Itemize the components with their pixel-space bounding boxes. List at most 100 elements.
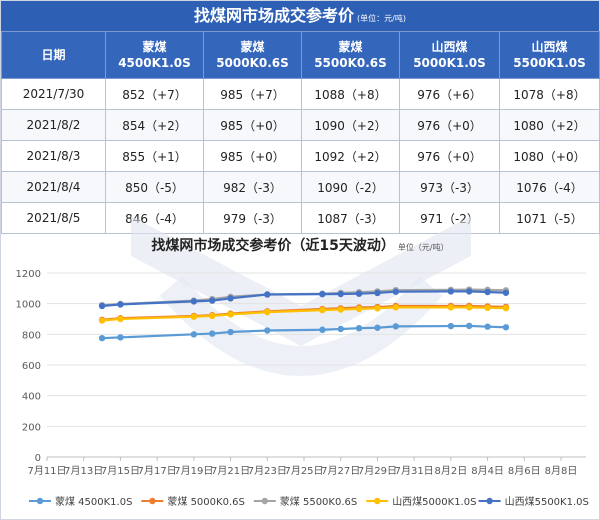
table-cell: 1078（+8） — [499, 78, 600, 110]
data-point — [227, 295, 234, 302]
chart-title: 找煤网市场成交参考价（近15天波动） — [151, 238, 395, 254]
table-row: 2021/8/5 846（-4） 979（-3） 1087（-3） 971（-2） 107… — [1, 202, 600, 234]
data-point — [502, 289, 510, 296]
data-point — [98, 302, 106, 310]
table-row: 2021/7/30 852（+7） 985（+7） 1088（+8） 976（+6） 10… — [1, 78, 600, 110]
data-point — [355, 290, 363, 297]
table-cell: 1087（-3） — [301, 202, 400, 234]
data-point — [392, 323, 399, 330]
table-cell: 850（-5） — [105, 171, 204, 203]
data-point — [502, 304, 510, 312]
x-tick-label: 8月2日 — [434, 465, 467, 477]
x-tick-label: 8月8日 — [545, 465, 578, 477]
table-cell: 2021/8/2 — [1, 109, 106, 141]
x-tick-label: 7月27日 — [321, 465, 360, 477]
data-point — [484, 304, 491, 312]
legend-swatch-marker — [149, 497, 156, 505]
data-point — [447, 304, 455, 311]
data-point — [466, 288, 473, 295]
chart-unit: 单位（元/吨） — [397, 243, 449, 252]
legend-swatch-marker — [261, 497, 268, 505]
data-point — [374, 289, 381, 297]
table-cell: 976（+6） — [399, 78, 500, 110]
data-point — [190, 313, 198, 320]
y-tick-label: 600 — [22, 361, 41, 372]
data-point — [227, 328, 234, 336]
data-point — [209, 312, 216, 320]
data-point — [466, 322, 473, 330]
price-table: 日期 蒙煤 4500K1.0S 蒙煤 5000K0.6S 蒙煤 5500K0.6S 山西煤 50… — [1, 31, 600, 234]
legend-label: 蒙煤 5500K0.6S — [280, 495, 357, 508]
table-title: 找煤网市场成交参考价 — [194, 6, 355, 25]
data-point — [98, 334, 106, 342]
x-tick-label: 7月29日 — [358, 465, 397, 477]
table-cell: 852（+7） — [105, 78, 204, 110]
data-point — [319, 290, 326, 298]
data-point — [355, 305, 363, 313]
legend-label: 蒙煤 5000K0.6S — [167, 495, 244, 508]
data-point — [392, 304, 399, 311]
x-tick-label: 7月11日 — [27, 465, 66, 477]
data-point — [319, 326, 326, 333]
x-tick-label: 8月4日 — [471, 465, 504, 477]
data-point — [190, 331, 198, 338]
x-tick-label: 7月17日 — [138, 465, 177, 477]
table-title-bar: 找煤网市场成交参考价 (单位：元/吨) — [1, 1, 599, 31]
data-point — [355, 325, 363, 332]
table-cell: 985（+0） — [203, 140, 302, 172]
table-cell: 973（-3） — [399, 171, 500, 203]
x-tick-label: 7月13日 — [64, 465, 103, 477]
data-point — [264, 308, 271, 316]
data-point — [374, 305, 381, 312]
table-cell: 2021/8/5 — [1, 202, 106, 234]
data-point — [447, 322, 455, 330]
data-point — [374, 324, 381, 331]
legend-swatch-marker — [36, 497, 44, 505]
data-point — [209, 330, 216, 337]
legend-swatch-marker — [374, 497, 381, 505]
table-row: 2021/8/4 850（-5） 982（-3） 1090（-2） 973（-3） 107… — [1, 171, 600, 203]
table-cell: 1090（-2） — [301, 171, 400, 203]
table-row: 2021/8/3 855（+1） 985（+0） 1092（+2） 976（+0） 108… — [1, 140, 600, 172]
legend-label: 山西煤5500K1.0S — [505, 495, 589, 508]
line-chart: 0 200 400 600 800 1000 1200 7月11日7月13日7月15日7月17… — [16, 269, 589, 508]
table-cell: 985（+7） — [203, 78, 302, 110]
y-tick-label: 200 — [22, 422, 41, 433]
data-point — [190, 298, 198, 305]
table-cell: 1080（+0） — [499, 140, 600, 172]
legend-label: 山西煤5000K1.0S — [392, 495, 476, 508]
column-header: 山西煤 5500K1.0S — [499, 31, 600, 79]
y-tick-label: 1200 — [16, 269, 41, 280]
data-point — [466, 304, 473, 311]
table-cell: 2021/8/4 — [1, 171, 106, 203]
legend-swatch-marker — [486, 497, 493, 505]
data-point — [319, 306, 326, 314]
column-header: 蒙煤 5000K0.6S — [203, 31, 302, 79]
table-cell: 1076（-4） — [499, 171, 600, 203]
table-cell: 1071（-5） — [499, 202, 600, 234]
data-point — [447, 288, 455, 295]
data-point — [117, 315, 124, 323]
table-cell: 1090（+2） — [301, 109, 400, 141]
column-header: 日期 — [1, 31, 106, 79]
table-cell: 846（-4） — [105, 202, 204, 234]
table-body: 2021/7/30 852（+7） 985（+7） 1088（+8） 976（+6） 10… — [1, 78, 600, 234]
table-cell: 985（+0） — [203, 109, 302, 141]
data-point — [264, 291, 271, 298]
data-point — [484, 323, 491, 330]
legend-label: 蒙煤 4500K1.0S — [55, 495, 132, 508]
data-point — [227, 311, 234, 318]
x-tick-label: 7月31日 — [395, 465, 434, 477]
data-point — [502, 324, 510, 331]
x-tick-label: 7月21日 — [211, 465, 250, 477]
table-cell: 1092（+2） — [301, 140, 400, 172]
chart-title-wrap: 找煤网市场成交参考价（近15天波动） 单位（元/吨） — [1, 235, 599, 255]
data-point — [117, 334, 124, 341]
data-point — [117, 301, 124, 308]
x-tick-label: 7月15日 — [101, 465, 140, 477]
data-point — [392, 288, 399, 295]
column-header: 蒙煤 5500K0.6S — [301, 31, 400, 79]
data-point — [337, 325, 344, 333]
x-tick-label: 7月19日 — [174, 465, 213, 477]
